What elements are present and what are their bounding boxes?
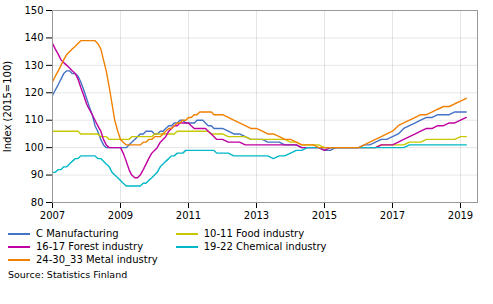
svg-text:120: 120 <box>24 87 43 98</box>
svg-text:140: 140 <box>24 32 43 43</box>
svg-text:130: 130 <box>24 60 43 71</box>
html-text:C Manufacturing: C Manufacturing <box>36 228 119 239</box>
html-text:24-30_33 Metal industry: 24-30_33 Metal industry <box>36 254 158 265</box>
svg-text:80: 80 <box>31 197 44 208</box>
html-text:16-17 Forest industry: 16-17 Forest industry <box>36 241 144 252</box>
svg-text:110: 110 <box>24 114 43 125</box>
svg-text:100: 100 <box>24 142 43 153</box>
svg-text:2019: 2019 <box>448 210 473 221</box>
html-text:19-22 Chemical industry: 19-22 Chemical industry <box>203 241 327 252</box>
svg-text:2017: 2017 <box>380 210 405 221</box>
svg-text:150: 150 <box>24 5 43 16</box>
svg-text:2007: 2007 <box>40 210 65 221</box>
svg-text:Index (2015=100): Index (2015=100) <box>2 61 13 153</box>
svg-text:2013: 2013 <box>244 210 269 221</box>
svg-text:2011: 2011 <box>176 210 201 221</box>
svg-text:90: 90 <box>31 169 44 180</box>
html-text:Source: Statistics Finland: Source: Statistics Finland <box>8 269 128 280</box>
html-text:10-11 Food industry: 10-11 Food industry <box>203 228 305 239</box>
svg-text:2015: 2015 <box>312 210 337 221</box>
svg-text:2009: 2009 <box>108 210 133 221</box>
